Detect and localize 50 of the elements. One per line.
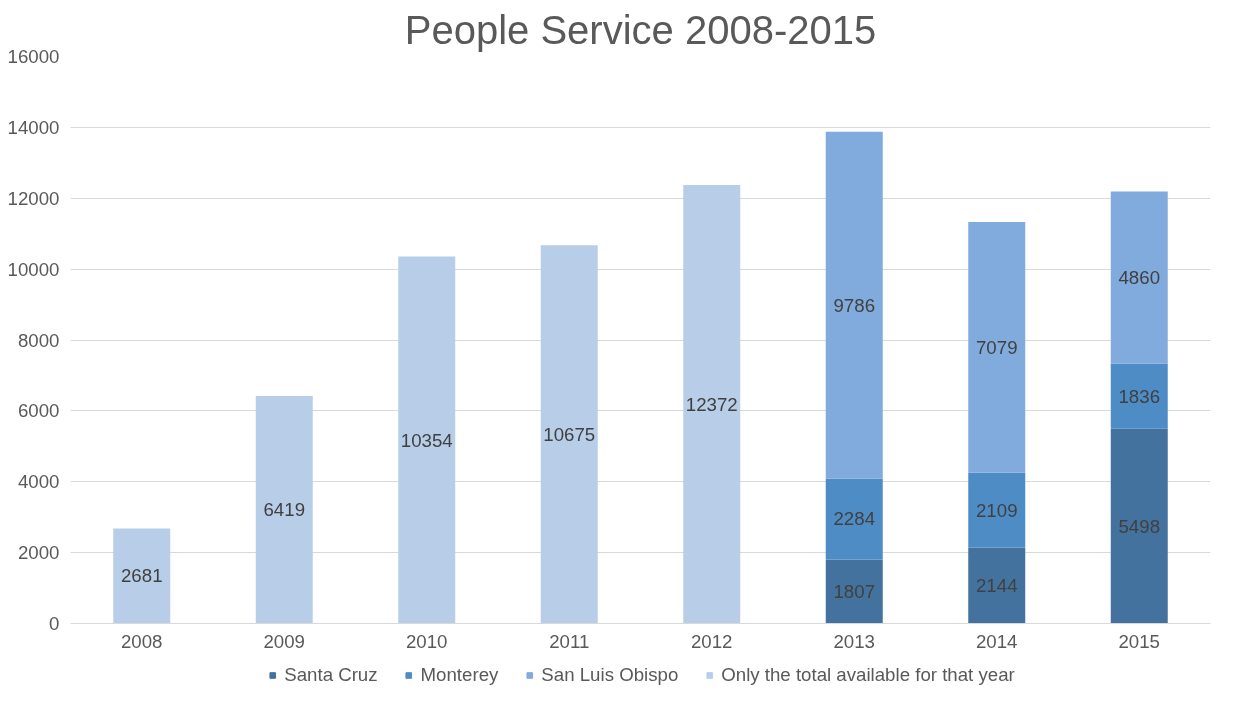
x-tick-label: 2011 (549, 630, 590, 652)
x-tick-label: 2013 (833, 630, 876, 652)
x-tick-label: 2010 (406, 630, 448, 652)
legend-label: Santa Cruz (284, 664, 378, 686)
y-tick-label: 16000 (7, 46, 60, 67)
data-label: 6419 (263, 499, 306, 521)
x-tick-label: 2015 (1118, 630, 1161, 652)
data-label: 4860 (1118, 266, 1161, 288)
legend-label: Monterey (420, 664, 499, 686)
y-tick-label: 14000 (7, 116, 60, 138)
x-tick-label: 2009 (263, 630, 306, 652)
bar (968, 472, 1026, 548)
x-tick-label: 2012 (691, 630, 733, 652)
data-label: 5498 (1118, 515, 1161, 537)
bar (1110, 428, 1168, 624)
data-label: 12372 (685, 393, 738, 415)
data-label: 7079 (976, 336, 1018, 358)
bar (255, 396, 313, 624)
bar (825, 478, 883, 560)
y-tick-label: 10000 (7, 258, 60, 280)
y-tick-label: 12000 (7, 187, 60, 209)
data-label: 9786 (833, 294, 876, 316)
data-label: 1836 (1118, 385, 1161, 407)
data-label: 2284 (833, 508, 876, 530)
y-tick-label: 4000 (18, 471, 60, 493)
bar (968, 221, 1026, 473)
data-label: 2681 (121, 565, 163, 587)
bar (113, 528, 171, 624)
bar (825, 131, 883, 479)
bar (825, 559, 883, 624)
data-label: 1807 (833, 580, 876, 602)
data-label: 10675 (543, 423, 596, 445)
bar (1110, 363, 1168, 429)
chart-title: People Service 2008-2015 (404, 7, 877, 52)
bar (1110, 191, 1168, 364)
y-tick-label: 6000 (18, 400, 60, 422)
legend-label: Only the total available for that year (721, 664, 1015, 686)
x-tick-label: 2014 (976, 630, 1018, 652)
bar (683, 185, 741, 624)
y-tick-label: 2000 (18, 542, 60, 564)
bar (398, 256, 456, 624)
data-label: 2144 (976, 575, 1018, 597)
data-label: 2109 (976, 499, 1018, 521)
data-label: 10354 (400, 429, 453, 451)
legend-label: San Luis Obispo (541, 664, 679, 686)
bar (540, 245, 598, 624)
y-tick-label: 8000 (18, 329, 60, 351)
bar (968, 547, 1026, 624)
x-tick-label: 2008 (121, 630, 163, 652)
y-tick-label: 0 (49, 613, 60, 634)
